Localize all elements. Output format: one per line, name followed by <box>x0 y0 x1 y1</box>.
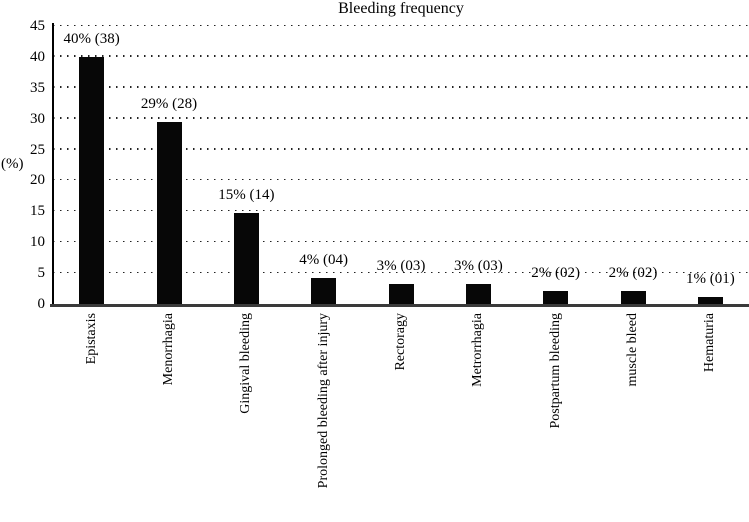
x-category-label: Gingival bleeding <box>238 313 254 414</box>
bar-value-label: 2% (02) <box>531 265 581 282</box>
bar-gingival-bleeding <box>233 213 259 304</box>
plot-area: 40% (38) 29% (28) 15% (14) 4% (04) 3% (03) 3%… <box>53 24 749 304</box>
bar-value-label: 15% (14) <box>218 187 275 204</box>
y-tick-35: 35 <box>30 79 45 96</box>
gridline-20 <box>53 178 749 181</box>
y-axis-label: (%) <box>1 156 24 172</box>
gridline-10 <box>53 240 749 243</box>
bar-epistaxis <box>79 56 105 304</box>
x-category-label: Epistaxis <box>83 313 99 365</box>
bar-value-label: 29% (28) <box>140 95 198 112</box>
bar-muscle-bleed <box>620 291 646 304</box>
y-tick-10: 10 <box>30 234 45 251</box>
bar-value-label: 3% (03) <box>453 258 503 275</box>
x-category-label: muscle bleed <box>625 313 640 387</box>
x-category-label: Menorrhagia <box>161 313 176 386</box>
gridline-45 <box>53 24 749 26</box>
y-axis-line <box>52 23 54 307</box>
x-category-label: Postpartum bleeding <box>547 313 563 429</box>
gridline-25 <box>53 148 749 150</box>
gridline-5 <box>53 271 749 274</box>
bar-value-label: 4% (04) <box>299 252 349 269</box>
bar-value-label: 40% (38) <box>63 30 120 47</box>
bar-value-label: 2% (02) <box>608 265 658 282</box>
bar-menorrhagia <box>156 121 182 304</box>
y-tick-20: 20 <box>30 172 45 189</box>
y-tick-45: 45 <box>30 18 45 34</box>
x-axis-line <box>50 304 749 307</box>
gridline-15 <box>53 209 749 212</box>
chart-title: Bleeding frequency <box>338 0 464 17</box>
y-tick-40: 40 <box>30 48 45 65</box>
bar-metrorrhagia <box>465 284 491 304</box>
gridline-40 <box>53 55 749 57</box>
x-category-label: Prolonged bleeding after injury <box>315 313 331 489</box>
bar-value-label: 1% (01) <box>685 271 735 288</box>
x-category-label: Hematuria <box>702 313 718 373</box>
gridline-35 <box>53 86 749 88</box>
y-tick-0: 0 <box>37 296 46 312</box>
bar-postpartum-bleeding <box>543 291 569 304</box>
y-tick-5: 5 <box>37 265 46 282</box>
bar-value-label: 3% (03) <box>376 258 426 275</box>
bar-rectoragy <box>388 284 414 304</box>
x-category-label: Metrorrhagia <box>470 313 486 387</box>
x-category-label: Rectoragy <box>393 313 408 371</box>
bar-hematuria <box>697 297 723 304</box>
bar-prolonged-bleeding-after-injury <box>311 278 337 304</box>
y-tick-15: 15 <box>30 203 45 220</box>
y-tick-25: 25 <box>30 141 45 158</box>
gridline-30 <box>53 117 749 119</box>
y-tick-30: 30 <box>30 110 45 127</box>
